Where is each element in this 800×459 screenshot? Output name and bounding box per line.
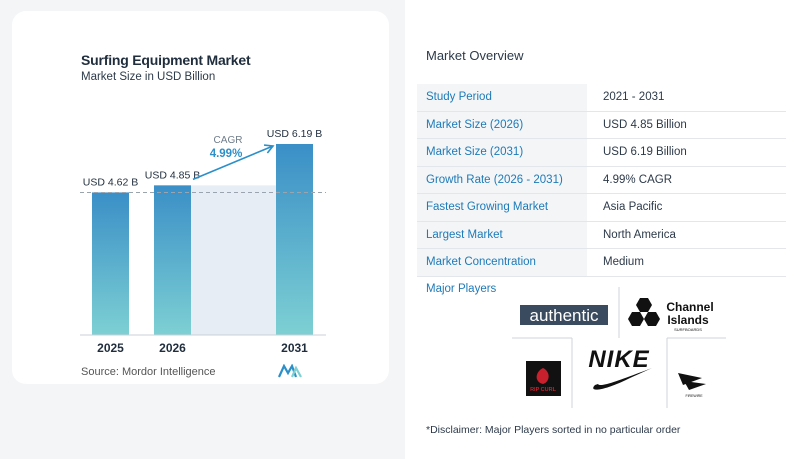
overview-title: Market Overview bbox=[426, 48, 524, 63]
overview-row-value: North America bbox=[587, 221, 786, 249]
value-label: USD 4.62 B bbox=[83, 176, 138, 188]
overview-row: Market Concentration Medium bbox=[417, 248, 786, 277]
overview-row: Growth Rate (2026 - 2031) 4.99% CAGR bbox=[417, 166, 786, 194]
overview-table: Study Period 2021 - 2031 Market Size (2026… bbox=[417, 84, 786, 277]
value-label: USD 6.19 B bbox=[267, 128, 322, 140]
overview-row-label: Study Period bbox=[417, 84, 587, 112]
cagr-label: CAGR bbox=[214, 135, 243, 146]
overview-row-value: 4.99% CAGR bbox=[587, 166, 786, 194]
disclaimer-text: *Disclaimer: Major Players sorted in no … bbox=[426, 424, 681, 436]
bar-2031 bbox=[276, 144, 313, 335]
cagr-arrow-line bbox=[192, 145, 274, 181]
source-text: Source: Mordor Intelligence bbox=[81, 366, 216, 378]
overview-row-value: USD 4.85 Billion bbox=[587, 111, 786, 139]
bar-2025 bbox=[92, 192, 129, 335]
bar-chart: USD 4.62 B USD 4.85 B USD 6.19 B 2025 2026 20… bbox=[80, 128, 326, 355]
overview-row: Largest Market North America bbox=[417, 221, 786, 249]
overview-row-label: Market Size (2026) bbox=[417, 111, 587, 139]
chart-title: Surfing Equipment Market bbox=[81, 52, 251, 68]
mordor-logo-icon bbox=[278, 364, 302, 378]
overview-row-label: Fastest Growing Market bbox=[417, 193, 587, 222]
chart-subtitle: Market Size in USD Billion bbox=[81, 71, 216, 83]
overview-row-label: Market Size (2031) bbox=[417, 138, 587, 167]
overview-row-value: Asia Pacific bbox=[587, 193, 786, 222]
overview-row: Market Size (2026) USD 4.85 Billion bbox=[417, 111, 786, 139]
overview-row: Fastest Growing Market Asia Pacific bbox=[417, 193, 786, 222]
category-tick-label: 2026 bbox=[159, 341, 186, 355]
overview-row: Study Period 2021 - 2031 bbox=[417, 84, 786, 112]
overview-row-value: Medium bbox=[587, 248, 786, 277]
overview-row-label: Market Concentration bbox=[417, 248, 587, 277]
bar-2026 bbox=[154, 185, 191, 335]
overview-row-label: Growth Rate (2026 - 2031) bbox=[417, 166, 587, 194]
category-tick-label: 2025 bbox=[97, 341, 124, 355]
overview-row-value: USD 6.19 Billion bbox=[587, 138, 786, 167]
overview-row-label: Largest Market bbox=[417, 221, 587, 249]
overview-row-value: 2021 - 2031 bbox=[587, 84, 786, 112]
overview-row: Market Size (2031) USD 6.19 Billion bbox=[417, 138, 786, 167]
cagr-arrow-head bbox=[263, 144, 275, 154]
cagr-value: 4.99% bbox=[210, 148, 243, 160]
category-tick-label: 2031 bbox=[281, 341, 308, 355]
value-label: USD 4.85 B bbox=[145, 169, 200, 181]
major-players-label: Major Players bbox=[426, 283, 497, 295]
cagr-shade-region bbox=[191, 185, 276, 335]
